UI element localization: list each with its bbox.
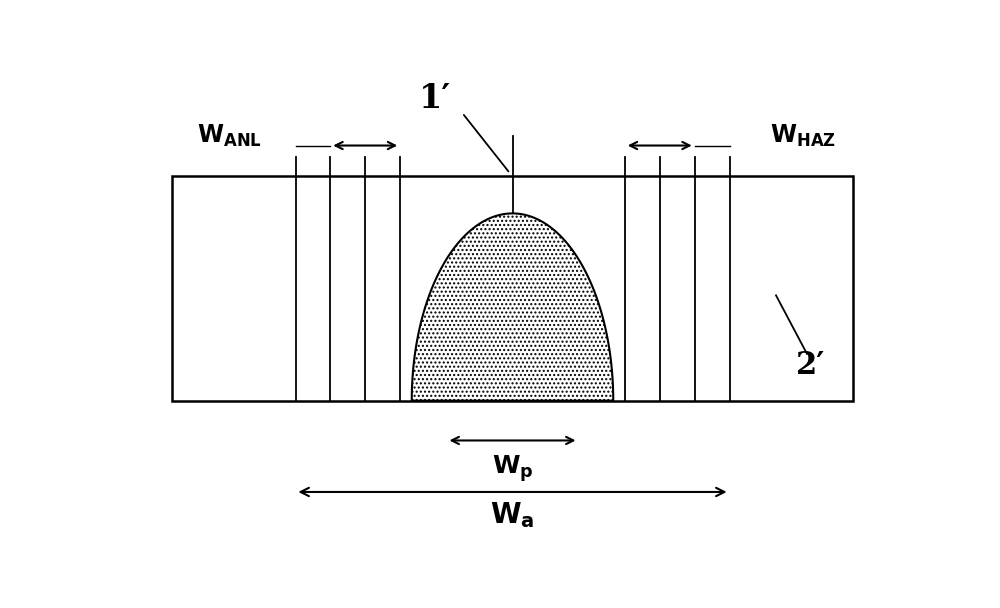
Text: $\bf{W_{HAZ}}$: $\bf{W_{HAZ}}$: [770, 123, 836, 149]
Text: 1′: 1′: [419, 82, 451, 115]
Text: $\bf{W_a}$: $\bf{W_a}$: [490, 500, 535, 530]
Text: 2′: 2′: [796, 350, 826, 381]
Polygon shape: [412, 213, 613, 401]
Text: $\bf{W_p}$: $\bf{W_p}$: [492, 453, 533, 484]
Text: $\bf{W_{ANL}}$: $\bf{W_{ANL}}$: [197, 123, 262, 149]
Bar: [172, 176, 853, 401]
